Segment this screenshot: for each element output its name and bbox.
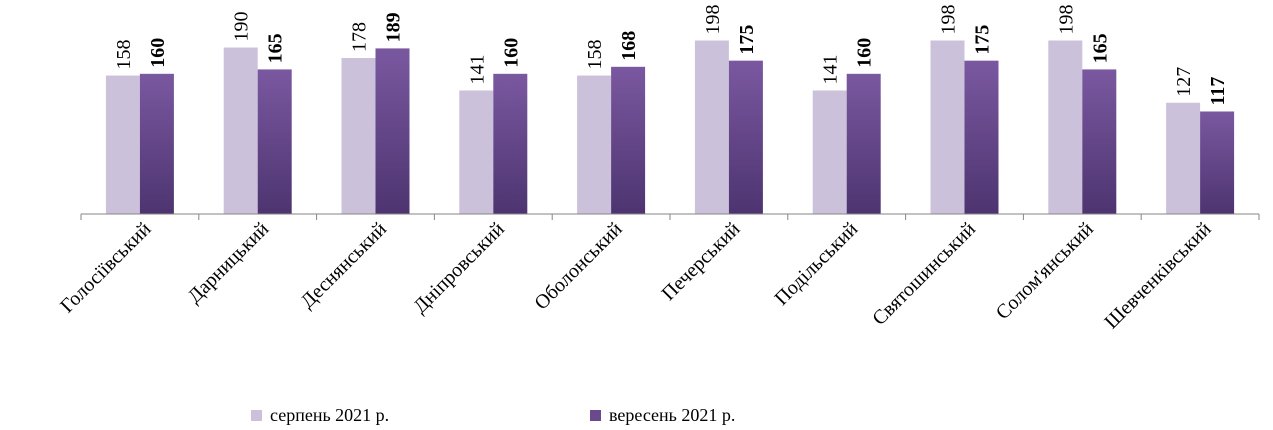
data-label-series0-1: 190 <box>231 12 253 42</box>
category-label-8: Солом'янський <box>992 218 1098 324</box>
category-label-0: Голосіївський <box>56 218 156 318</box>
data-label-series1-0: 160 <box>147 38 169 68</box>
bar-series0-2 <box>341 58 376 215</box>
legend-label-september: вересень 2021 р. <box>609 404 736 425</box>
category-label-9: Шевченківський <box>1100 218 1216 334</box>
bar-series1-9 <box>1200 111 1235 214</box>
x-axis <box>80 213 1260 220</box>
category-label-5: Печерський <box>658 218 745 305</box>
legend-swatch-september <box>590 409 601 421</box>
bar-series1-8 <box>1082 69 1117 214</box>
data-label-series0-8: 198 <box>1055 5 1077 35</box>
bar-series0-0 <box>105 75 140 214</box>
bar-series1-0 <box>139 73 174 214</box>
category-label-2: Деснянський <box>296 218 391 313</box>
bar-series0-5 <box>694 40 729 215</box>
bar-series0-6 <box>812 90 847 214</box>
category-label-4: Оболонський <box>530 218 626 314</box>
bars-group <box>105 40 1235 215</box>
category-label-1: Дарницький <box>184 218 274 308</box>
data-label-series1-8: 165 <box>1089 33 1111 63</box>
bar-series1-1 <box>257 69 292 214</box>
data-label-series1-9: 117 <box>1207 77 1229 106</box>
data-label-series1-3: 160 <box>500 38 522 68</box>
bar-series1-3 <box>493 73 528 214</box>
bar-series0-1 <box>223 47 258 215</box>
bar-series1-6 <box>846 73 881 214</box>
data-label-series1-5: 175 <box>736 25 758 55</box>
legend: серпень 2021 р. вересень 2021 р. <box>0 403 1273 427</box>
data-label-series0-5: 198 <box>702 5 724 35</box>
legend-item-august: серпень 2021 р. <box>251 403 389 427</box>
data-labels-group: 158 160 190 165 178 189 141 160 158 168 198 175 141 1… <box>113 5 1229 106</box>
bar-series0-8 <box>1048 40 1083 215</box>
data-label-series1-6: 160 <box>854 38 876 68</box>
data-label-series0-0: 158 <box>113 40 135 70</box>
bar-series1-5 <box>728 60 763 214</box>
data-label-series1-1: 165 <box>265 33 287 63</box>
legend-label-august: серпень 2021 р. <box>270 404 390 425</box>
legend-swatch-august <box>251 409 262 421</box>
bar-series0-3 <box>459 90 494 214</box>
bar-series0-7 <box>930 40 965 215</box>
data-label-series0-7: 198 <box>938 5 960 35</box>
category-label-3: Дніпровський <box>409 218 509 318</box>
category-label-6: Подільський <box>770 218 862 310</box>
data-label-series1-2: 189 <box>383 12 405 42</box>
bar-series1-4 <box>611 66 646 214</box>
bar-series1-7 <box>964 60 999 214</box>
bar-series0-4 <box>577 75 612 214</box>
data-label-series0-9: 127 <box>1173 67 1195 97</box>
data-label-series0-3: 141 <box>466 54 488 84</box>
bar-series0-9 <box>1166 102 1201 214</box>
category-labels-group: Голосіївський Дарницький Деснянський Дніпро… <box>56 218 1216 334</box>
data-label-series1-7: 175 <box>972 25 994 55</box>
category-label-7: Святошинський <box>868 218 980 330</box>
data-label-series0-4: 158 <box>584 40 606 70</box>
data-label-series0-2: 178 <box>349 22 371 52</box>
data-label-series1-4: 168 <box>618 31 640 61</box>
bar-series1-2 <box>375 48 410 215</box>
legend-item-september: вересень 2021 р. <box>590 403 735 427</box>
data-label-series0-6: 141 <box>820 54 842 84</box>
